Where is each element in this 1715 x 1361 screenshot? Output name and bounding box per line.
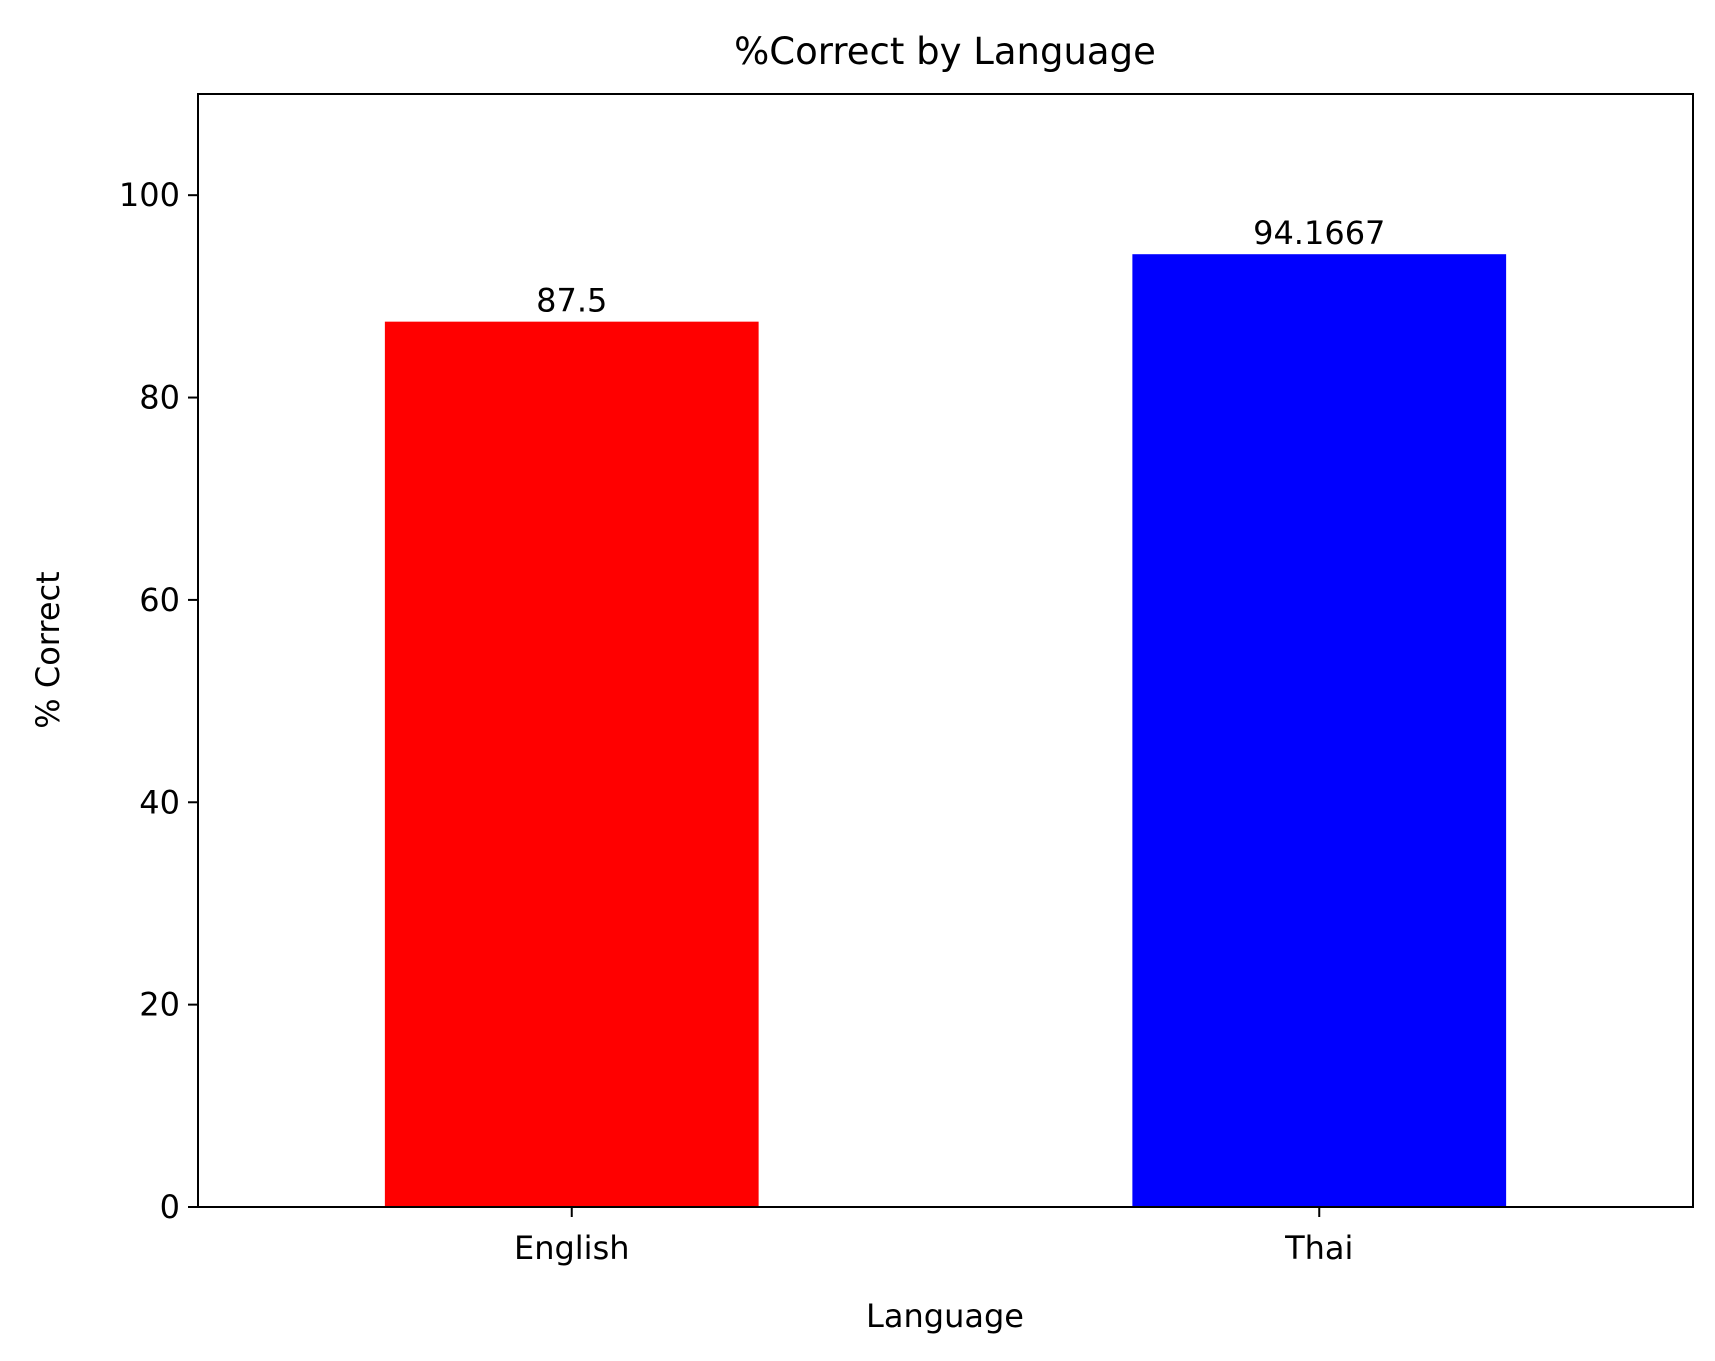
- y-tick-label: 80: [139, 379, 180, 417]
- x-tick-label: Thai: [1284, 1229, 1353, 1267]
- x-axis: English Thai: [514, 1207, 1353, 1267]
- y-axis-label: % Correct: [29, 571, 67, 728]
- bar-english: [384, 321, 759, 1208]
- y-tick-label: 40: [139, 783, 180, 821]
- bar-labels-layer: 87.5 94.1667: [536, 214, 1385, 319]
- x-axis-label: Language: [866, 1297, 1024, 1335]
- plot-frame: [197, 93, 1694, 1208]
- y-axis: 0 20 40 60 80 100: [119, 176, 198, 1226]
- bar-value-label: 87.5: [536, 282, 607, 320]
- y-tick-label: 20: [139, 986, 180, 1024]
- y-tick-label: 60: [139, 581, 180, 619]
- y-tick-label: 100: [119, 176, 180, 214]
- x-tick-label: English: [514, 1229, 630, 1267]
- bar-thai: [1132, 254, 1507, 1207]
- bar-value-label: 94.1667: [1253, 214, 1385, 252]
- chart-title: %Correct by Language: [734, 30, 1156, 73]
- y-tick-label: 0: [160, 1188, 180, 1226]
- bars-layer: [384, 254, 1507, 1208]
